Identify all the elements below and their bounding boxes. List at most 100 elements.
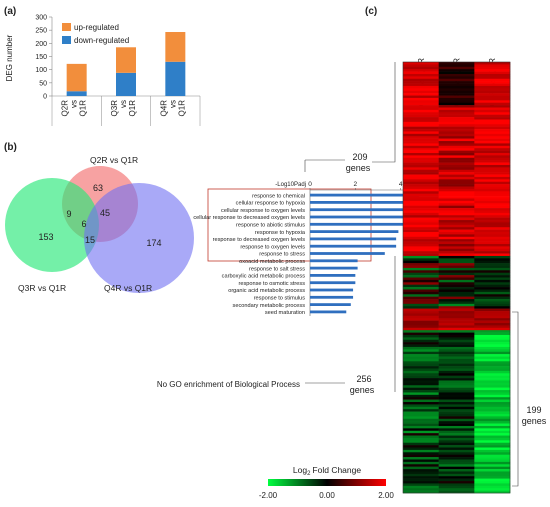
heatmap-cell — [474, 152, 511, 156]
heatmap-cell — [474, 186, 511, 190]
heatmap-cell — [438, 464, 475, 467]
heatmap-cell — [438, 198, 475, 202]
heatmap-cell — [474, 167, 511, 171]
heatmap-cell — [403, 411, 439, 415]
heatmap-cell — [403, 382, 439, 386]
heatmap-cell — [438, 236, 475, 240]
heatmap-cell — [403, 241, 439, 245]
heatmap-cell — [403, 454, 439, 458]
heatmap-cell — [438, 150, 475, 154]
heatmap-cell — [438, 421, 475, 424]
heatmap-cell — [438, 133, 475, 137]
venn-label-q4: Q4R vs Q1R — [104, 283, 152, 293]
heatmap-cell — [438, 272, 475, 276]
legend-label-down-regulated: down-regulated — [74, 36, 129, 45]
go-term-label: carboxylic acid metabolic process — [222, 274, 306, 280]
heatmap-cell — [403, 203, 439, 206]
heatmap-cell — [474, 425, 511, 429]
heatmap-cell — [474, 433, 511, 436]
heatmap-cell — [403, 380, 439, 384]
heatmap-cell — [403, 409, 439, 412]
heatmap-cell — [474, 133, 511, 137]
heatmap-cell — [438, 466, 475, 470]
heatmap-cell — [438, 469, 475, 472]
heatmap-cell — [438, 95, 475, 99]
heatmap-cell — [403, 78, 439, 82]
heatmap-cell — [403, 267, 439, 271]
heatmap-cell — [403, 236, 439, 240]
heatmap-cell — [403, 136, 439, 139]
heatmap-cell — [438, 311, 475, 314]
heatmap-cell — [438, 160, 475, 163]
heatmap-cell — [438, 478, 475, 482]
heatmap-cell — [403, 404, 439, 408]
heatmap-cell — [438, 303, 475, 307]
heatmap-cell — [438, 66, 475, 70]
heatmap-cell — [438, 88, 475, 92]
panel-label-a: (a) — [4, 6, 16, 17]
heatmap-cell — [438, 339, 475, 343]
heatmap-cell — [474, 373, 511, 376]
colorbar-title-sub: 2 — [307, 471, 311, 477]
heatmap-cell — [403, 112, 439, 115]
heatmap-cell — [474, 344, 511, 348]
heatmap-cell — [403, 124, 439, 127]
heatmap-cell — [438, 418, 475, 422]
heatmap-cell — [403, 152, 439, 156]
heatmap-cell — [438, 164, 475, 168]
heatmap-cell — [403, 62, 439, 65]
heatmap-cell — [403, 373, 439, 376]
heatmap-cell — [474, 148, 511, 151]
heatmap-cell — [403, 157, 439, 161]
heatmap-cell — [403, 222, 439, 226]
heatmap-border — [402, 61, 511, 494]
go-bar — [310, 244, 397, 248]
heatmap-cell — [474, 275, 511, 278]
bar-category-label: vs — [70, 100, 79, 108]
heatmap-cell — [403, 399, 439, 403]
heatmap-cell — [403, 186, 439, 190]
go-bar — [310, 310, 347, 314]
heatmap-cell — [403, 260, 439, 264]
heatmap-cell — [438, 473, 475, 477]
heatmap-cell — [474, 301, 511, 305]
heatmap-cell — [403, 406, 439, 410]
heatmap-cell — [474, 246, 511, 250]
heatmap-cell — [474, 378, 511, 381]
go-term-label: response to decreased oxygen levels — [213, 237, 306, 243]
heatmap-cell — [438, 227, 475, 230]
heatmap-cell — [438, 301, 475, 305]
heatmap-cell — [438, 284, 475, 288]
panel-label-b: (b) — [4, 142, 17, 153]
heatmap-cell — [403, 145, 439, 149]
heatmap-cell — [438, 363, 475, 367]
go-term-label: seed maturation — [265, 310, 305, 316]
heatmap-cell — [474, 442, 511, 446]
legend-label-up-regulated: up-regulated — [74, 23, 119, 32]
colorbar-ticks: -2.00 0.00 2.00 — [259, 491, 394, 500]
heatmap-cell — [438, 318, 475, 321]
heatmap-cell — [403, 248, 439, 252]
heatmap-cell — [438, 459, 475, 463]
heatmap-cell — [438, 208, 475, 211]
heatmap-cell — [403, 428, 439, 432]
heatmap-cell — [403, 196, 439, 199]
bar-y-tick-label: 250 — [35, 28, 47, 35]
venn-diagram: Q2R vs Q1R Q3R vs Q1R Q4R vs Q1R 63 153 … — [5, 155, 194, 293]
bar-down-regulated — [116, 72, 136, 96]
heatmap-cell — [474, 131, 511, 135]
heatmap-cell — [438, 71, 475, 75]
heatmap-cell — [403, 356, 439, 360]
go-bar — [310, 215, 410, 219]
go-term-label: response to osmotic stress — [238, 281, 305, 287]
heatmap-cell — [403, 370, 439, 374]
heatmap-cell — [438, 287, 475, 290]
heatmap-cell — [474, 232, 511, 235]
heatmap-cell — [474, 88, 511, 92]
heatmap-cell — [438, 373, 475, 376]
heatmap-cell — [474, 339, 511, 343]
bar-y-tick-label: 50 — [39, 80, 47, 87]
heatmap-cell — [474, 169, 511, 173]
mid-genes-label: genes — [350, 385, 375, 395]
